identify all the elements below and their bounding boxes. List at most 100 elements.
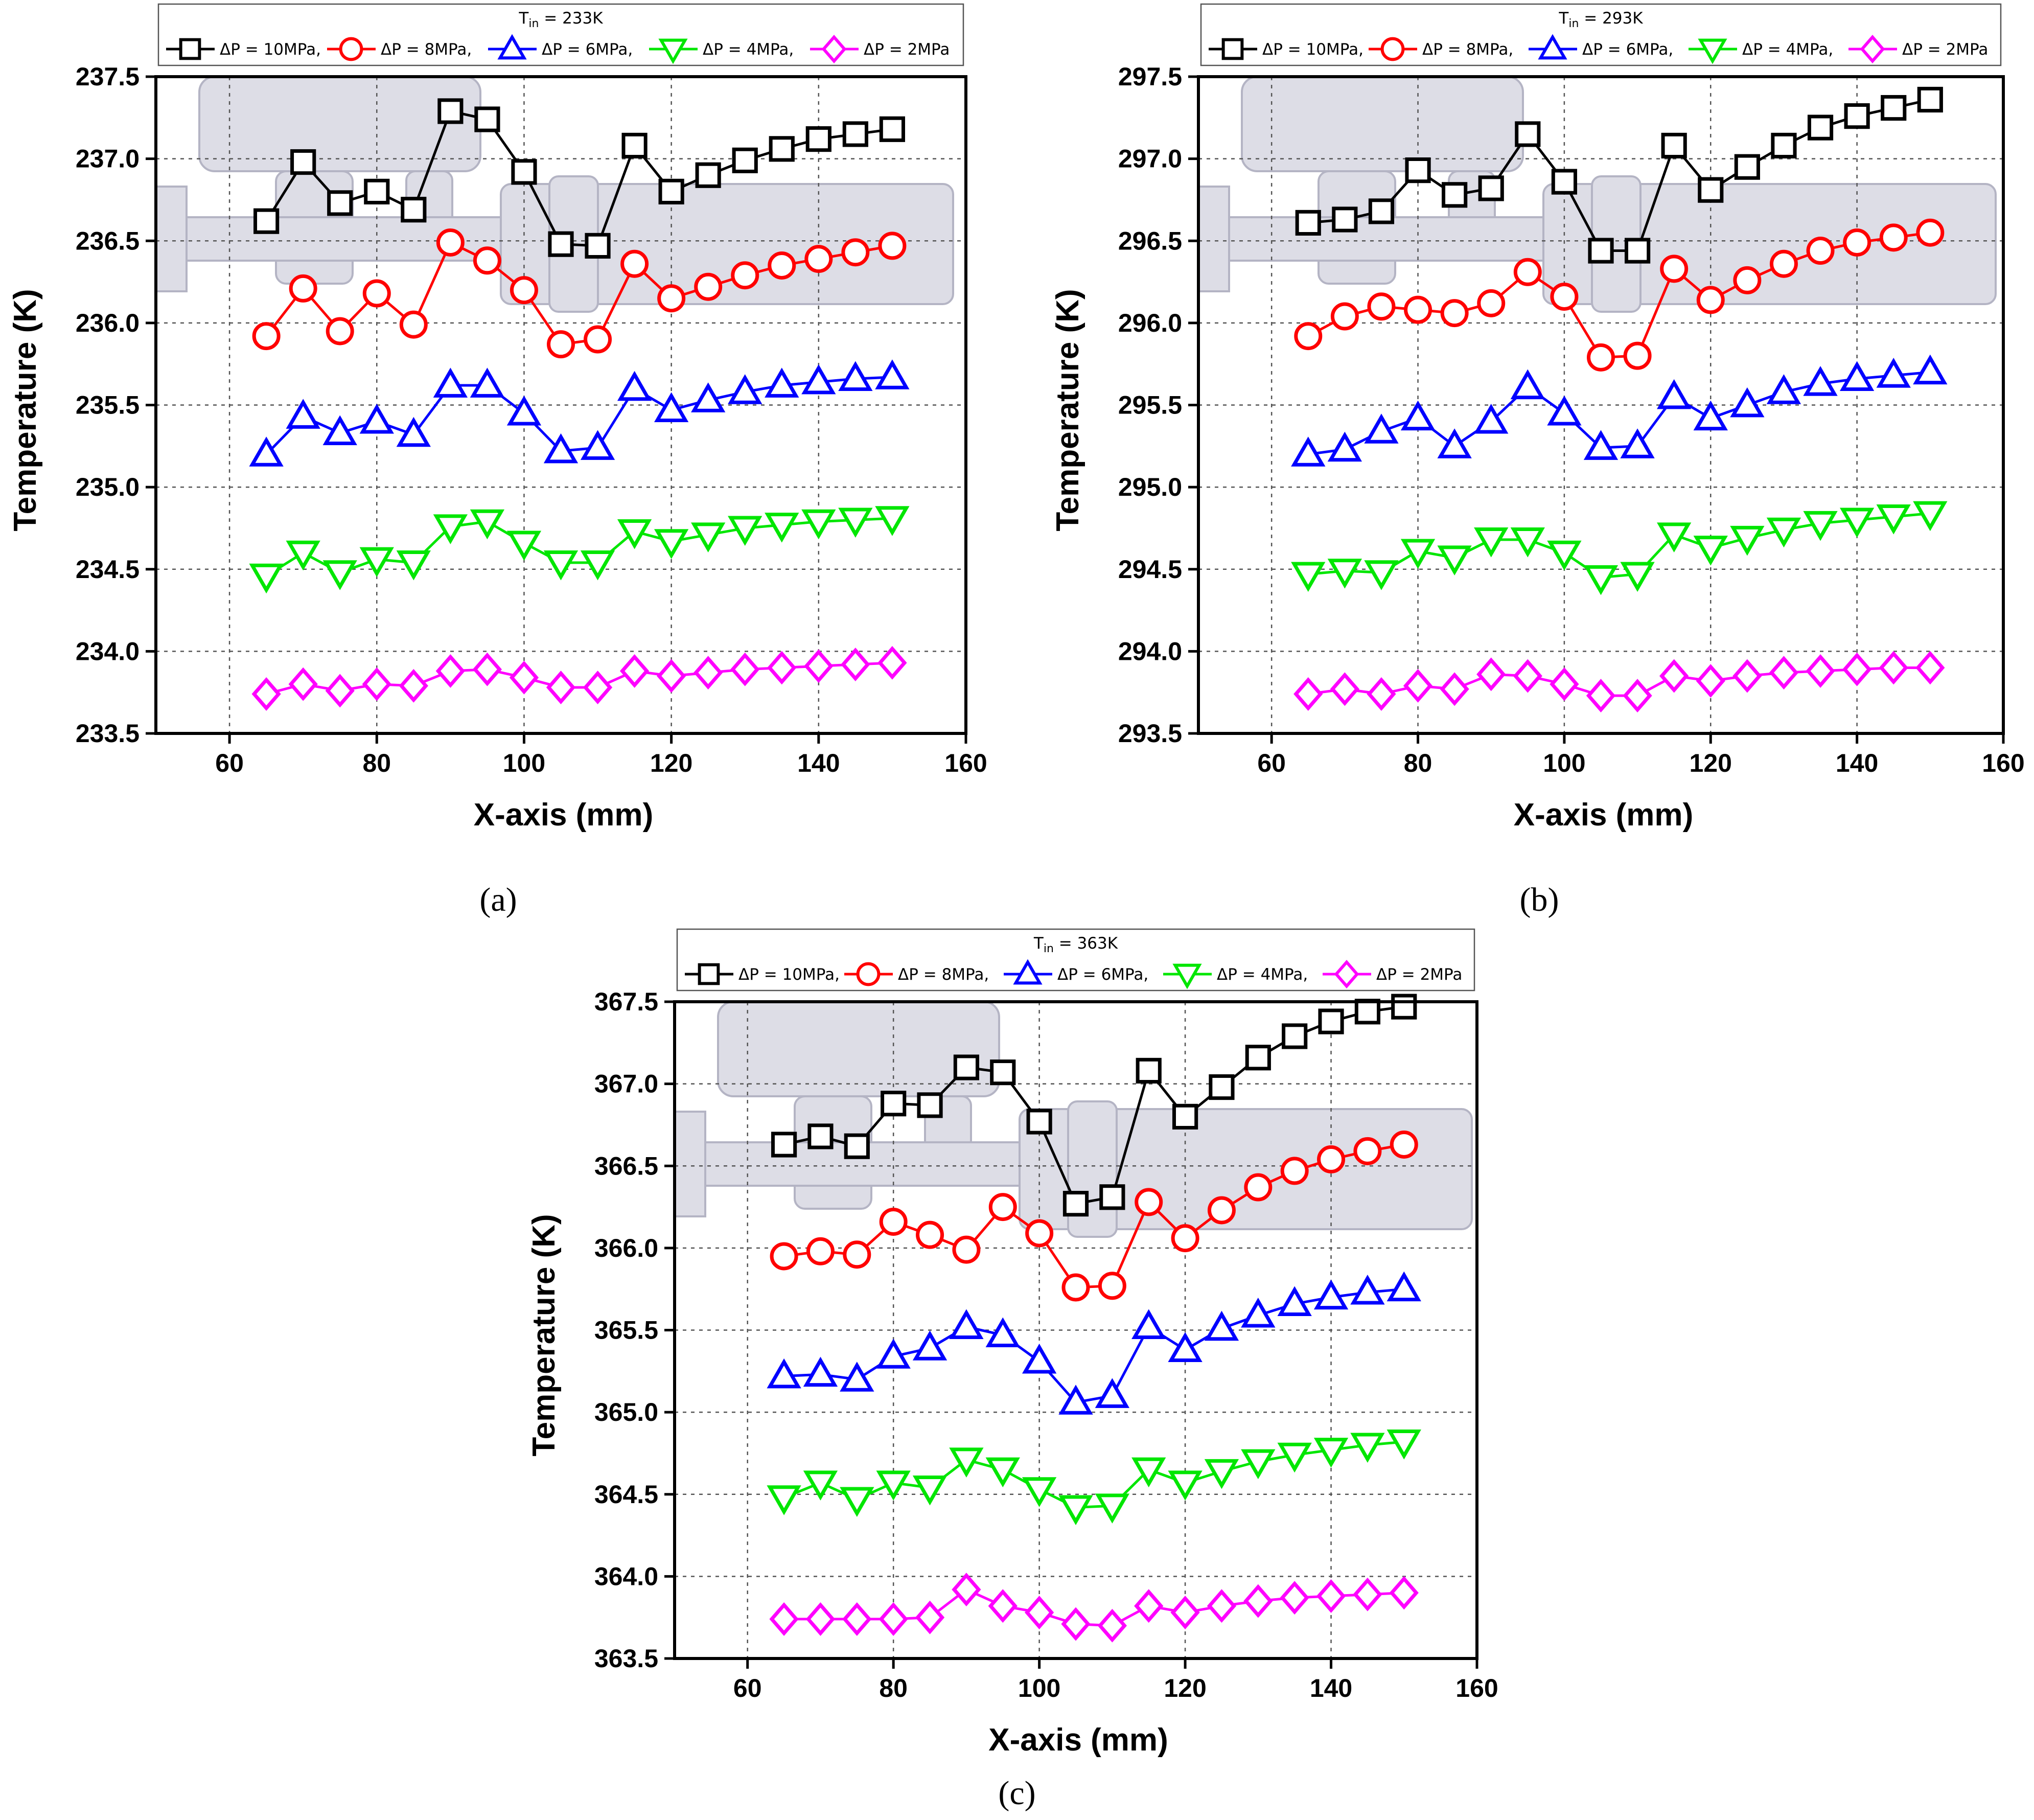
data-point [1022, 1477, 1057, 1507]
data-point [1876, 358, 1911, 388]
y-tick-label: 235.5 [76, 391, 140, 420]
y-tick-label: 236.0 [76, 309, 140, 337]
legend-entry-1: ΔP = 10MPa, [685, 963, 840, 985]
data-point [249, 436, 284, 467]
data-point [1657, 379, 1692, 409]
legend-label: ΔP = 6MPa, [1582, 40, 1673, 59]
cad-chamber [500, 183, 954, 305]
data-point [1367, 677, 1396, 711]
legend-label: ΔP = 4MPa, [703, 40, 794, 59]
data-point [1364, 413, 1399, 444]
data-point [1771, 132, 1797, 159]
data-point [1353, 1577, 1382, 1611]
y-tick-label: 294.5 [1118, 555, 1182, 584]
data-point [1332, 206, 1358, 233]
cad-upper-block [1241, 76, 1524, 172]
data-point [1024, 1596, 1054, 1629]
series-2 [1294, 218, 1945, 372]
data-point [473, 246, 501, 275]
data-point [804, 649, 834, 683]
data-point [472, 652, 502, 686]
legend-entry-3: ΔP = 6MPa, [1004, 959, 1148, 985]
panel-b: 60 80 100 120 140 160 293.5 294.0 294.5 295.0 295.… [1050, 3, 2025, 833]
data-point [1131, 1457, 1166, 1488]
legend-title: Tin = 293K [1558, 9, 1643, 30]
y-tick-label: 366.0 [594, 1234, 658, 1262]
cad-upper-block [717, 1001, 1000, 1097]
legend-entry-1: ΔP = 10MPa, [1209, 38, 1363, 60]
data-point [730, 652, 760, 686]
cad-chamber [1019, 1108, 1473, 1230]
data-point [585, 233, 611, 259]
data-point [731, 261, 759, 290]
data-point [1476, 657, 1506, 692]
data-point [877, 646, 907, 680]
series-1 [771, 994, 1417, 1217]
data-point [1168, 1332, 1203, 1362]
data-point [1734, 154, 1760, 180]
data-point [917, 1092, 943, 1118]
legend-label: ΔP = 10MPa, [738, 965, 840, 984]
panel-label-a: (a) [479, 881, 517, 918]
data-point [1913, 354, 1948, 385]
data-point [656, 659, 686, 693]
legend-entry-4: ΔP = 4MPa, [649, 38, 794, 64]
x-tick-label: 120 [1690, 749, 1732, 777]
data-point [474, 106, 500, 132]
data-point [1437, 545, 1472, 575]
legend-marker [856, 962, 881, 986]
data-point [878, 232, 907, 260]
data-point [619, 654, 650, 688]
data-point [1881, 95, 1907, 121]
data-point [617, 371, 652, 401]
data-point [1839, 361, 1875, 391]
data-point [1440, 672, 1469, 706]
data-point [1403, 669, 1433, 703]
y-tick-label: 237.5 [76, 62, 140, 91]
data-point [584, 325, 612, 354]
legend-label: ΔP = 8MPa, [1422, 40, 1513, 59]
data-point [1280, 1157, 1309, 1185]
data-point [547, 330, 575, 359]
series-5 [251, 646, 907, 711]
data-point [1547, 540, 1582, 571]
y-tick-label: 365.0 [594, 1398, 658, 1426]
data-point [1241, 1449, 1276, 1480]
x-tick-label: 60 [733, 1674, 762, 1702]
data-point [952, 1235, 981, 1264]
data-point [953, 1054, 980, 1080]
legend-marker [658, 38, 688, 64]
data-point [543, 550, 579, 581]
data-point [841, 238, 870, 267]
data-point [1400, 400, 1436, 431]
data-point [770, 1242, 798, 1271]
data-point [322, 560, 357, 590]
data-point [1099, 1184, 1125, 1210]
x-tick-label: 140 [1836, 749, 1878, 777]
data-point [399, 669, 428, 703]
data-point [1390, 1130, 1418, 1159]
x-tick-label: 80 [362, 749, 391, 777]
legend-marker [179, 38, 201, 60]
legend-entry-3: ΔP = 6MPa, [1529, 34, 1673, 60]
legend-marker [1172, 963, 1202, 989]
y-tick-label: 237.0 [76, 145, 140, 173]
data-point [1282, 1023, 1308, 1049]
data-point [876, 1339, 911, 1369]
data-point [988, 1589, 1018, 1623]
series-3 [249, 359, 910, 467]
data-point [879, 1207, 908, 1236]
data-point [838, 361, 873, 391]
data-point [286, 540, 320, 571]
data-point [1510, 527, 1545, 558]
data-point [765, 367, 799, 398]
legend-marker [1380, 37, 1405, 61]
data-point [288, 667, 318, 701]
panel-a: 60 80 100 120 140 160 233.5 234.0 234.5 235.0 235.… [8, 3, 987, 833]
data-point [1404, 295, 1432, 324]
data-point [1769, 249, 1798, 278]
data-point [1131, 1309, 1166, 1339]
background-cad-model [1197, 76, 1997, 313]
cad-inlet-pipe [186, 216, 515, 262]
